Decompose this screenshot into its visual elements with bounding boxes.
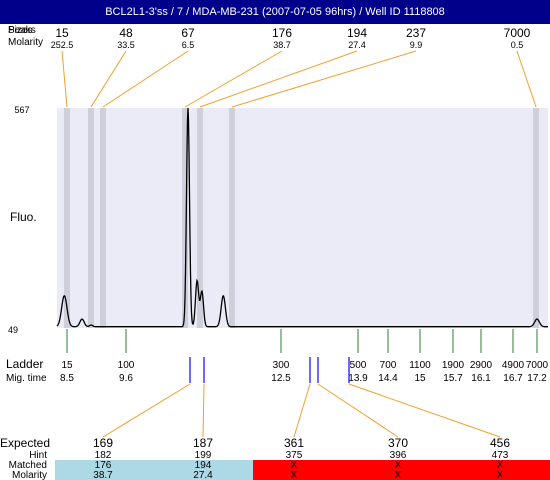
expected-size-label: 169: [93, 436, 113, 450]
peak-size-label: 237: [406, 26, 426, 40]
peak-size-label: 176: [272, 26, 292, 40]
ladder-size-label: 300: [273, 360, 290, 371]
ladder-row-label: Ladder: [6, 357, 43, 371]
peak-molarity-label: 38.7: [273, 40, 291, 50]
peak-molarity-label: 0.5: [511, 40, 524, 50]
ladder-migtime-label: 12.5: [271, 373, 291, 384]
peak-size-label: 15: [55, 26, 69, 40]
peak-leader-line: [231, 50, 417, 108]
ladder-size-label: 700: [380, 360, 397, 371]
peak-band-4: [182, 108, 188, 328]
peak-leader-line: [516, 50, 537, 108]
ladder-size-label: 1100: [409, 360, 431, 371]
peak-size-label: 67: [181, 26, 195, 40]
peak-band-7: [533, 108, 539, 328]
expected-leader-line: [293, 383, 311, 438]
sizes-row-label: Sizes: [8, 25, 32, 36]
peak-molarity-label: 6.5: [182, 40, 195, 50]
matched-molarity-label: 38.7: [93, 470, 113, 480]
peak-molarity-label: 27.4: [348, 40, 366, 50]
ladder-size-label: 7000: [526, 360, 549, 371]
ladder-size-label: 500: [350, 360, 367, 371]
matched-fail-bar: [253, 460, 550, 480]
peak-band-3: [100, 108, 106, 328]
matched-molarity-label: X: [395, 470, 402, 480]
ladder-migtime-label: 15: [414, 373, 426, 384]
expected-leader-line: [202, 383, 205, 438]
peak-molarity-label: 9.9: [410, 40, 423, 50]
peak-leader-line: [90, 50, 127, 108]
matched-row-label: Matched: [9, 460, 47, 471]
matched-value-label: X: [395, 460, 402, 471]
expected-leader-line: [317, 383, 399, 438]
expected-size-label: 187: [193, 436, 213, 450]
peak-molarity-label: 252.5: [51, 40, 74, 50]
ladder-migtime-label: 9.6: [119, 373, 133, 384]
y-tick-min: 49: [8, 325, 18, 335]
ladder-size-label: 15: [61, 360, 73, 371]
fluo-axis-label: Fluo.: [10, 210, 37, 224]
hint-value-label: 375: [286, 450, 303, 461]
ladder-migtime-label: 16.1: [471, 373, 491, 384]
hint-row-label: Hint: [29, 450, 47, 461]
peaks-row-label: Peaks: [8, 25, 36, 36]
plot-area: [57, 108, 548, 328]
migtime-row-label: Mig. time: [6, 373, 47, 384]
matched-molarity-label: X: [497, 470, 504, 480]
peak-band-6: [229, 108, 235, 328]
ladder-size-label: 100: [118, 360, 135, 371]
expected-leader-line: [348, 383, 501, 438]
ladder-migtime-label: 17.2: [527, 373, 547, 384]
expected-size-label: 361: [284, 436, 304, 450]
matched-value-label: X: [497, 460, 504, 471]
chart-title: BCL2L1-3'ss / 7 / MDA-MB-231 (2007-07-05…: [105, 6, 445, 18]
hint-value-label: 199: [195, 450, 212, 461]
peak-molarity-label: 33.5: [117, 40, 135, 50]
ladder-migtime-label: 14.4: [378, 373, 398, 384]
fluorescence-trace: [56, 107, 548, 328]
peak-leader-line: [102, 50, 189, 108]
peak-leader-line: [61, 50, 68, 108]
peak-band-1: [64, 108, 70, 328]
molarity-row-label: Molarity: [8, 37, 43, 48]
peak-band-2: [88, 108, 94, 328]
hint-value-label: 473: [492, 450, 509, 461]
ladder-size-label: 1900: [442, 360, 465, 371]
ladder-size-label: 2900: [470, 360, 493, 371]
peak-leader-line: [199, 50, 358, 108]
ladder-migtime-label: 15.7: [443, 373, 463, 384]
expected-row-label: Expected: [0, 436, 50, 450]
hint-value-label: 396: [390, 450, 407, 461]
peak-size-label: 48: [119, 26, 133, 40]
ladder-migtime-label: 16.7: [503, 373, 523, 384]
expected-leader-line: [102, 383, 191, 438]
matched-value-label: X: [291, 460, 298, 471]
matched-ok-bar: [55, 460, 253, 480]
expected-size-label: 456: [490, 436, 510, 450]
peak-size-label: 194: [347, 26, 367, 40]
ladder-migtime-label: 8.5: [60, 373, 74, 384]
hint-value-label: 182: [95, 450, 112, 461]
matched-molarity-label: X: [291, 470, 298, 480]
ladder-size-label: 4900: [502, 360, 525, 371]
matched-molarity-label: 27.4: [193, 470, 213, 480]
y-tick-max: 567: [14, 105, 29, 115]
peak-band-5: [197, 108, 203, 328]
peak-leader-line: [184, 50, 283, 108]
molarity-bottom-row-label: Molarity: [12, 470, 47, 480]
ladder-migtime-label: 13.9: [348, 373, 368, 384]
matched-value-label: 194: [195, 460, 212, 471]
peak-size-label: 7000: [504, 26, 531, 40]
expected-size-label: 370: [388, 436, 408, 450]
matched-value-label: 176: [95, 460, 112, 471]
chart-title-bar: BCL2L1-3'ss / 7 / MDA-MB-231 (2007-07-05…: [0, 0, 550, 24]
